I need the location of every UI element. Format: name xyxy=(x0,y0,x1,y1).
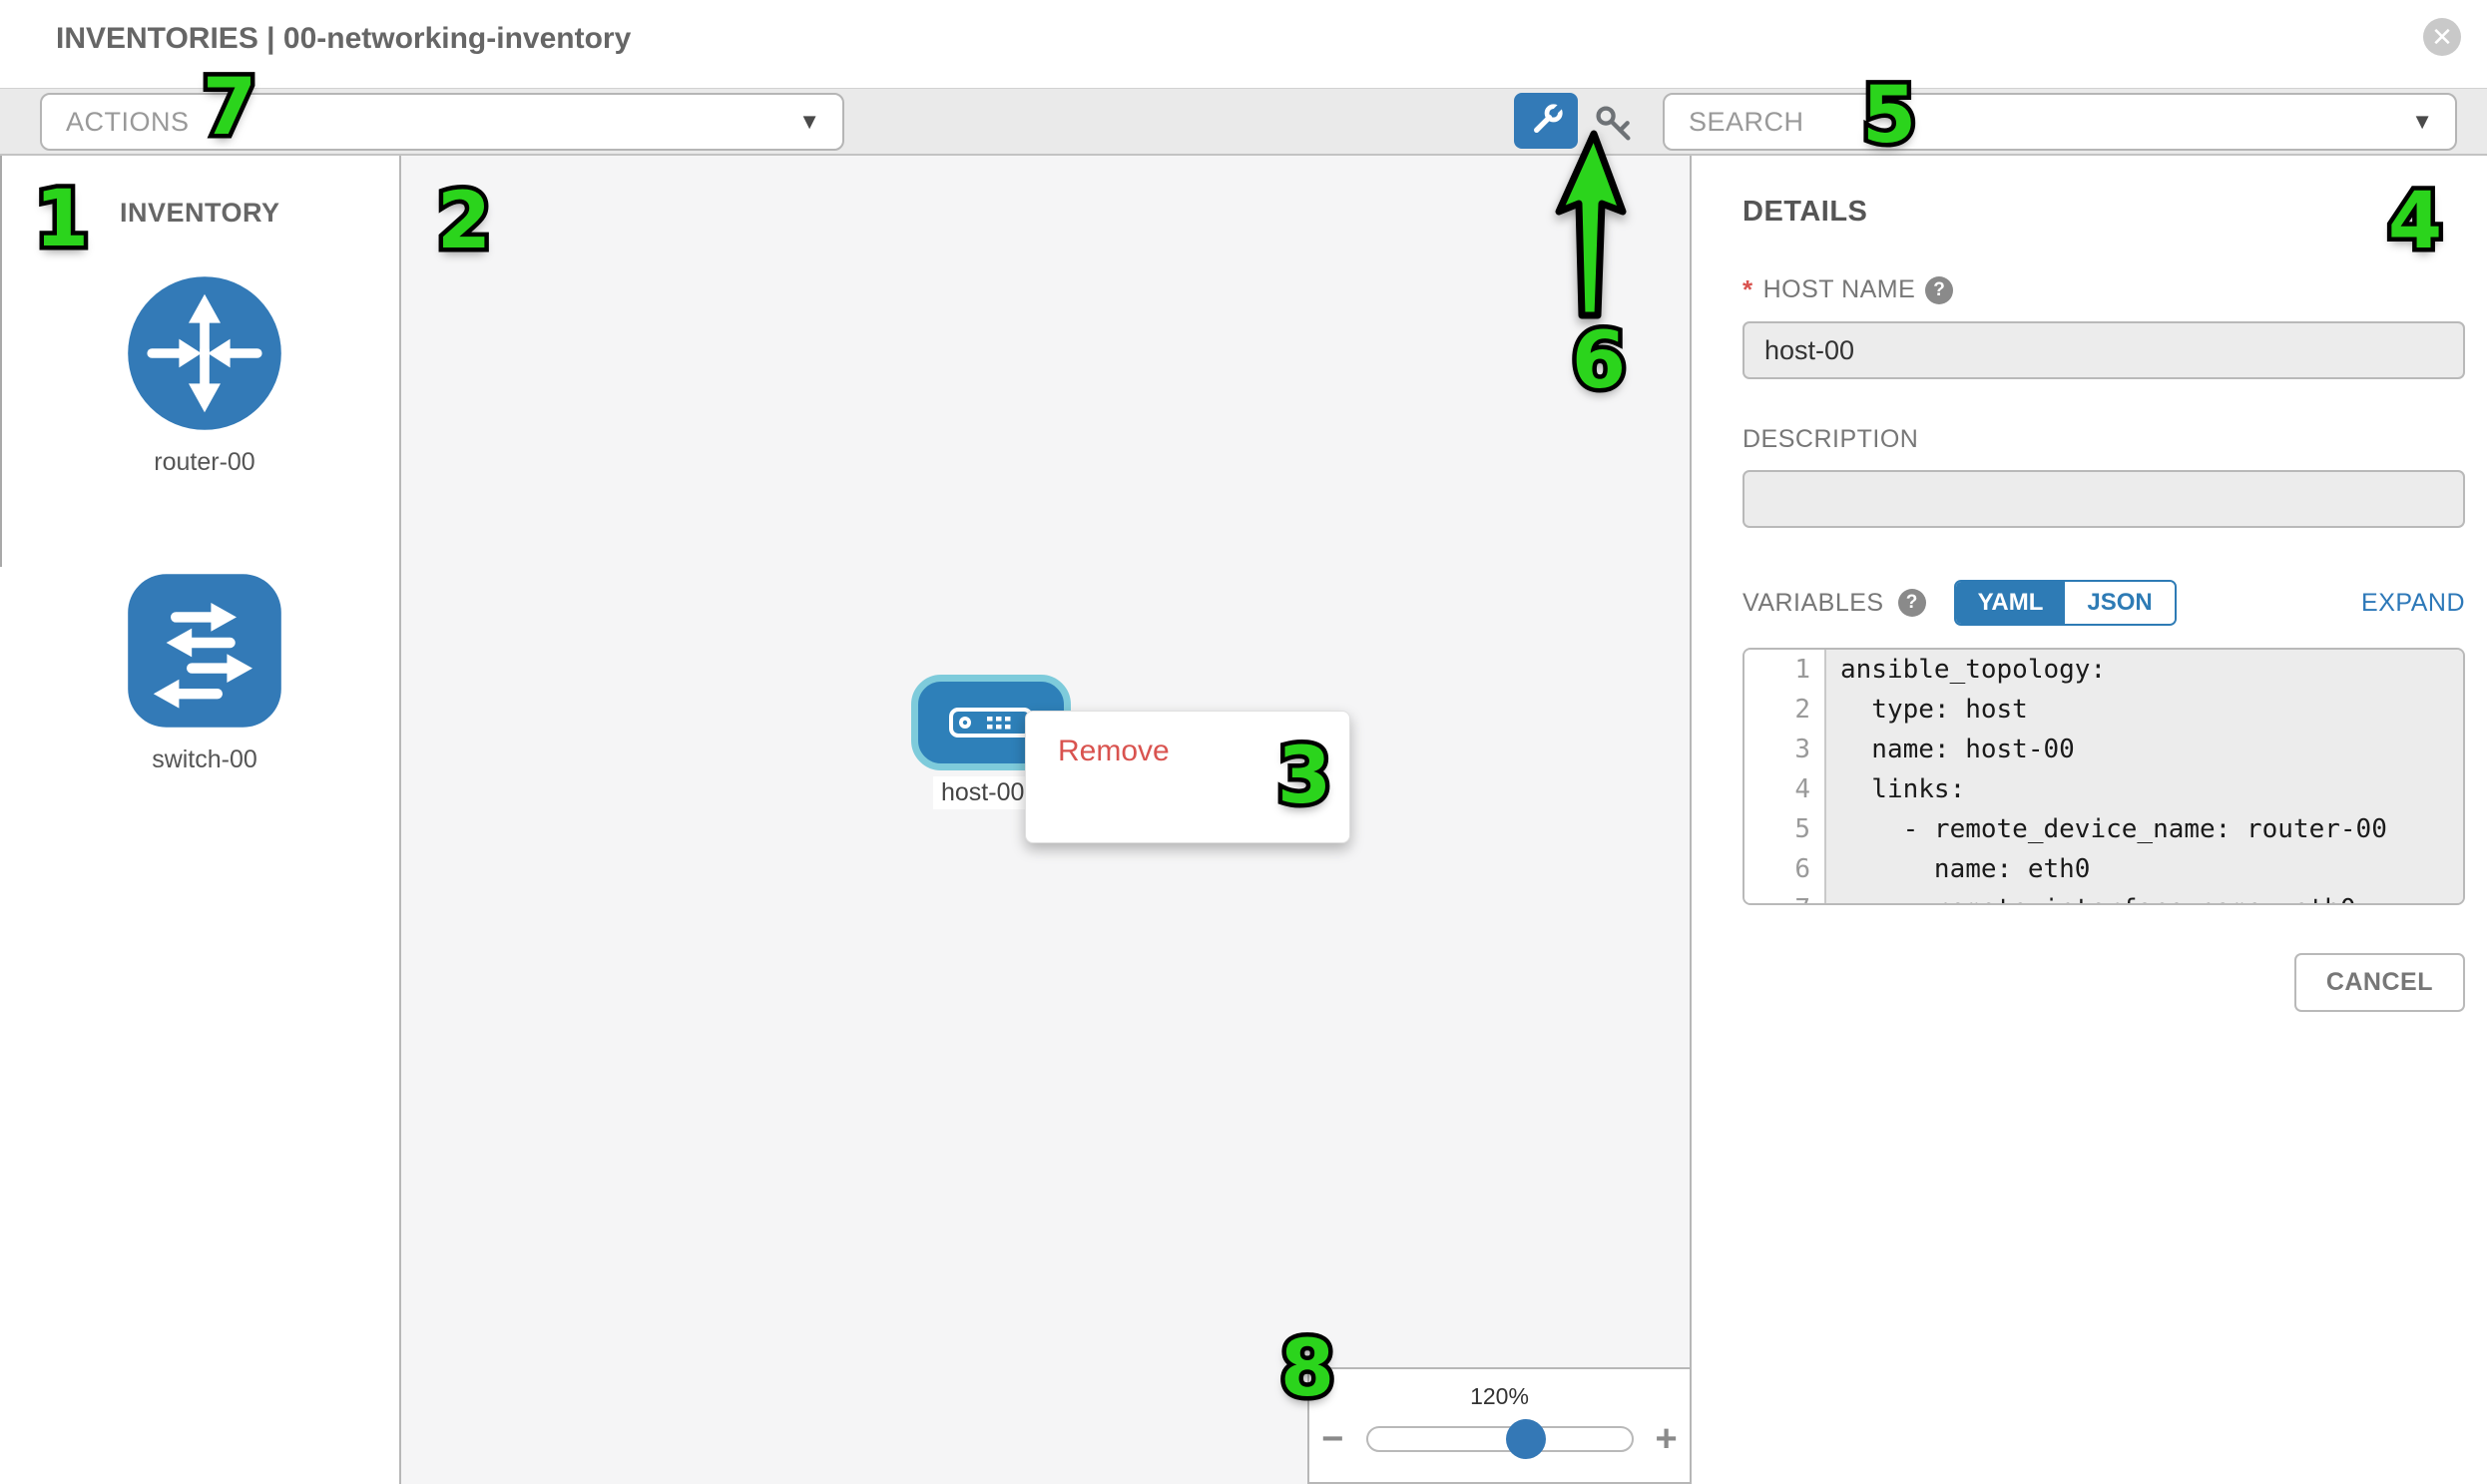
code-line: 6 name: eth0 xyxy=(1744,849,2463,889)
inventory-palette-title: INVENTORY xyxy=(120,198,280,228)
host-icon xyxy=(949,708,1033,738)
expand-link[interactable]: EXPAND xyxy=(2361,588,2465,617)
host-name-input[interactable] xyxy=(1742,321,2465,379)
host-name-label: HOST NAME xyxy=(1762,275,1916,303)
details-panel: DETAILS * HOST NAME ? DESCRIPTION VARIAB… xyxy=(1692,156,2487,1484)
code-line: 5 - remote_device_name: router-00 xyxy=(1744,809,2463,849)
line-text: ansible_topology: xyxy=(1826,650,2463,690)
host-node-label: host-00 xyxy=(933,776,1033,809)
line-number: 7 xyxy=(1744,889,1826,903)
topology-canvas[interactable]: host-00 Details Remove 120% − + xyxy=(401,156,1692,1484)
line-number: 1 xyxy=(1744,650,1826,690)
code-line: 2 type: host xyxy=(1744,690,2463,730)
palette-border xyxy=(0,156,2,567)
required-asterisk: * xyxy=(1742,274,1753,304)
variables-code-editor[interactable]: 1 ansible_topology: 2 type: host 3 name:… xyxy=(1742,648,2465,905)
description-label: DESCRIPTION xyxy=(1742,425,1919,453)
variables-header-row: VARIABLES ? YAML JSON EXPAND xyxy=(1742,580,2465,626)
line-number: 3 xyxy=(1744,730,1826,769)
line-text: links: xyxy=(1826,769,2463,809)
line-number: 2 xyxy=(1744,690,1826,730)
page-title: INVENTORIES | 00-networking-inventory xyxy=(56,22,632,55)
zoom-in-button[interactable]: + xyxy=(1655,1418,1678,1460)
variables-format-toggle: YAML JSON xyxy=(1953,580,2177,626)
build-mode-button[interactable] xyxy=(1514,93,1578,149)
line-text: name: eth0 xyxy=(1826,849,2463,889)
context-menu-item-remove[interactable]: Remove xyxy=(1058,735,1170,767)
actions-dropdown[interactable]: ACTIONS ▼ xyxy=(40,93,844,151)
line-text: - remote_device_name: router-00 xyxy=(1826,809,2463,849)
palette-item-label: router-00 xyxy=(154,448,255,476)
format-toggle-json[interactable]: JSON xyxy=(2065,582,2175,624)
question-circle-icon[interactable]: ? xyxy=(1925,275,1954,304)
code-line: 1 ansible_topology: xyxy=(1744,650,2463,690)
question-circle-icon[interactable]: ? xyxy=(1897,589,1926,617)
zoom-slider-track[interactable] xyxy=(1365,1419,1634,1459)
cancel-button[interactable]: CANCEL xyxy=(2293,953,2465,1012)
code-line: 7 remote_interface_name: eth0 xyxy=(1744,889,2463,903)
zoom-out-button[interactable]: − xyxy=(1321,1418,1344,1460)
format-toggle-yaml[interactable]: YAML xyxy=(1955,582,2066,624)
line-text: type: host xyxy=(1826,690,2463,730)
variables-label: VARIABLES xyxy=(1742,588,1884,617)
close-icon: ✕ xyxy=(2431,22,2453,52)
toolbar: ACTIONS ▼ SEARCH ▼ xyxy=(0,88,2487,156)
line-text: remote_interface_name: eth0 xyxy=(1826,889,2463,903)
line-text: name: host-00 xyxy=(1826,730,2463,769)
router-icon xyxy=(128,276,281,430)
close-button[interactable]: ✕ xyxy=(2423,18,2461,56)
form-actions-row: CANCEL xyxy=(1742,953,2465,1012)
line-number: 4 xyxy=(1744,769,1826,809)
line-number: 5 xyxy=(1744,809,1826,849)
search-dropdown[interactable]: SEARCH ▼ xyxy=(1663,93,2457,151)
code-line: 3 name: host-00 xyxy=(1744,730,2463,769)
zoom-slider-thumb[interactable] xyxy=(1505,1419,1546,1459)
wrench-icon xyxy=(1534,104,1563,133)
host-name-label-row: * HOST NAME ? xyxy=(1742,274,2463,305)
zoom-level-readout: 120% xyxy=(1470,1383,1529,1409)
palette-item-switch[interactable]: switch-00 xyxy=(125,571,284,774)
actions-dropdown-label: ACTIONS xyxy=(66,106,190,137)
credentials-key-button[interactable] xyxy=(1589,99,1639,149)
zoom-control-panel: 120% − + xyxy=(1307,1367,1690,1484)
description-input[interactable] xyxy=(1742,470,2465,528)
palette-item-router[interactable]: router-00 xyxy=(125,273,284,477)
details-panel-title: DETAILS xyxy=(1742,196,1868,228)
chevron-down-icon: ▼ xyxy=(2411,109,2433,134)
main-area: INVENTORY xyxy=(0,156,2487,1484)
switch-icon xyxy=(128,574,281,728)
line-number: 6 xyxy=(1744,849,1826,889)
key-icon xyxy=(1596,106,1631,141)
chevron-down-icon: ▼ xyxy=(798,109,820,134)
search-dropdown-label: SEARCH xyxy=(1689,106,1804,137)
inventory-palette: INVENTORY xyxy=(0,156,401,1484)
page-header: INVENTORIES | 00-networking-inventory ✕ xyxy=(0,0,2487,88)
palette-item-label: switch-00 xyxy=(152,745,257,773)
code-line: 4 links: xyxy=(1744,769,2463,809)
node-context-menu: Details Remove xyxy=(1025,711,1350,843)
